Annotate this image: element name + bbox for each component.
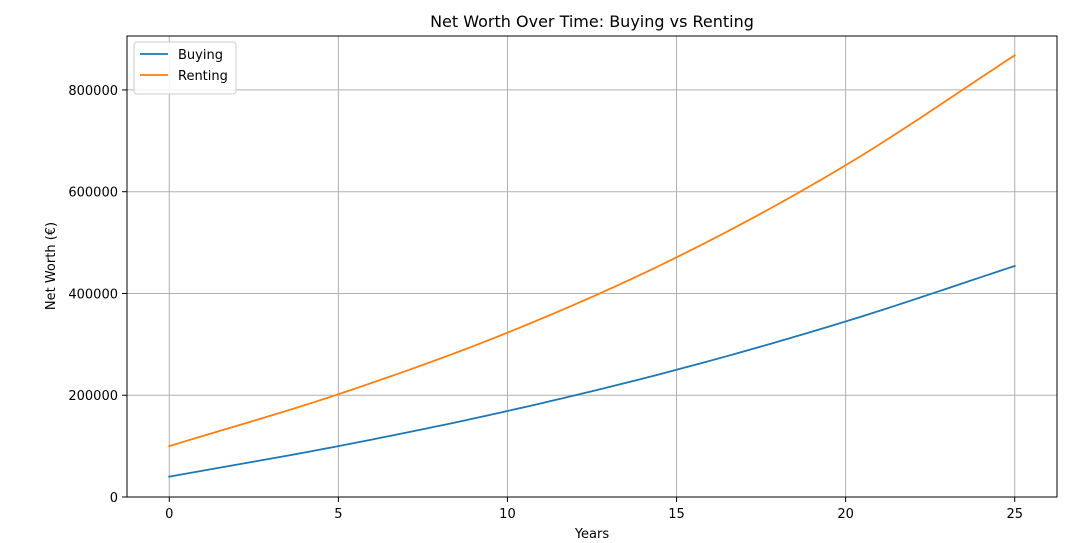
legend-label: Buying [178, 48, 223, 63]
x-axis-label: Years [574, 527, 610, 542]
x-tick-label: 0 [165, 507, 173, 522]
x-tick-label: 5 [334, 507, 342, 522]
x-tick-label: 15 [668, 507, 685, 522]
series-line-renting [168, 54, 1016, 448]
x-tick-label: 20 [837, 507, 854, 522]
y-axis-label: Net Worth (€) [44, 222, 59, 310]
plot-frame [126, 35, 1058, 498]
x-tick-label: 10 [499, 507, 516, 522]
chart-title: Net Worth Over Time: Buying vs Renting [430, 12, 754, 31]
legend-label: Renting [178, 69, 228, 84]
grid [127, 36, 1057, 498]
legend-box [133, 41, 237, 95]
x-tick-label: 25 [1006, 507, 1023, 522]
y-tick-label: 800000 [68, 84, 118, 99]
legend: Buying Renting [133, 41, 237, 95]
axes: 0 5 10 15 20 25 0 200000 400000 600000 800000 [68, 35, 1058, 522]
y-tick-label: 600000 [68, 186, 118, 201]
y-tick-label: 400000 [68, 287, 118, 302]
y-tick-label: 0 [110, 491, 118, 506]
y-tick-label: 200000 [68, 389, 118, 404]
series-lines [168, 54, 1016, 478]
series-line-buying [168, 264, 1016, 478]
